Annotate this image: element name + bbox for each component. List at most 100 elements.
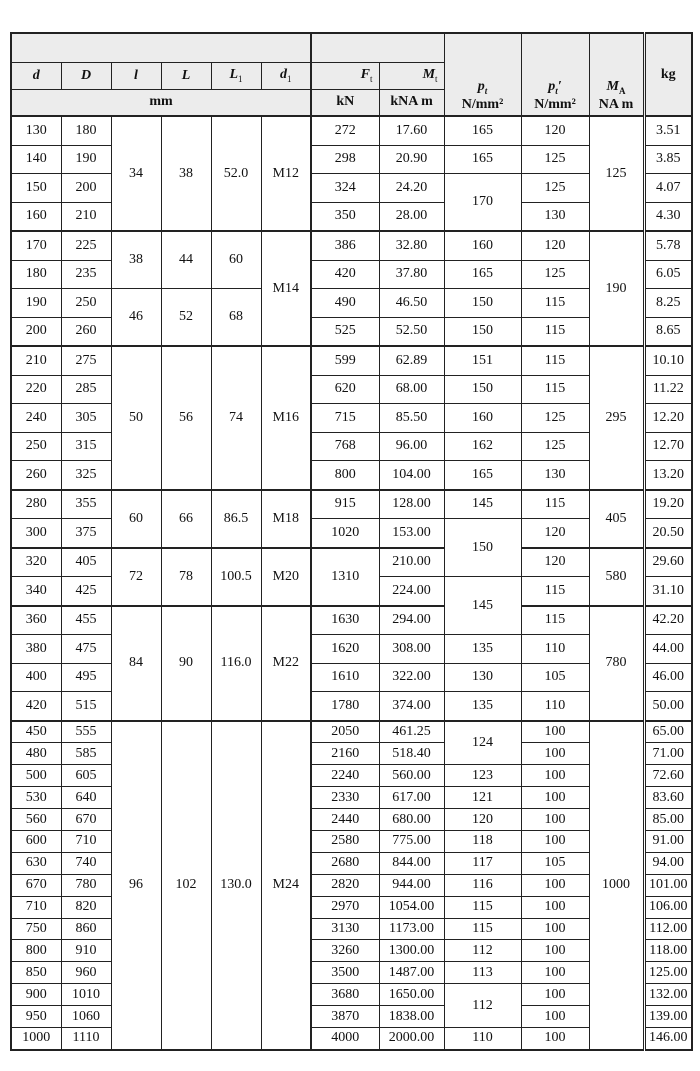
cell-L1: 74 bbox=[210, 345, 262, 490]
cell-d: 260 bbox=[10, 460, 62, 490]
cell-kg: 139.00 bbox=[642, 1005, 693, 1028]
cell-d1: M18 bbox=[260, 489, 312, 548]
cell-Ft: 525 bbox=[310, 316, 380, 347]
cell-D: 260 bbox=[60, 316, 112, 347]
header-unit-mm: mm bbox=[10, 88, 312, 117]
cell-D: 235 bbox=[60, 259, 112, 289]
cell-l: 50 bbox=[110, 345, 162, 490]
pt-sub: t bbox=[484, 86, 488, 96]
cell-kg: 13.20 bbox=[642, 460, 693, 490]
cell-l: 84 bbox=[110, 605, 162, 721]
cell-d: 200 bbox=[10, 316, 62, 347]
cell-d: 220 bbox=[10, 374, 62, 404]
cell-pt: 124 bbox=[443, 719, 522, 766]
cell-Ft: 1310 bbox=[310, 547, 380, 606]
cell-l: 38 bbox=[110, 230, 162, 289]
cell-Mt: 24.20 bbox=[378, 173, 445, 203]
cell-pt-prime: 100 bbox=[520, 917, 590, 941]
header-D: D bbox=[60, 61, 112, 90]
cell-kg: 31.10 bbox=[642, 576, 693, 606]
cell-L1: 86.5 bbox=[210, 489, 262, 548]
cell-Mt: 1054.00 bbox=[378, 895, 445, 919]
cell-Mt: 85.50 bbox=[378, 403, 445, 433]
cell-D: 275 bbox=[60, 345, 112, 376]
cell-d1: M20 bbox=[260, 547, 312, 606]
cell-pt: 145 bbox=[443, 489, 522, 519]
cell-Mt: 617.00 bbox=[378, 786, 445, 810]
cell-Ft: 2680 bbox=[310, 851, 380, 875]
header-group-loads bbox=[310, 32, 445, 63]
d1-symbol: d bbox=[280, 67, 288, 83]
cell-pt-prime: 120 bbox=[520, 518, 590, 548]
cell-kg: 72.60 bbox=[642, 764, 693, 788]
pt2-prime: ′ bbox=[557, 79, 562, 95]
cell-pt-prime: 105 bbox=[520, 851, 590, 875]
cell-pt: 110 bbox=[443, 1026, 522, 1051]
cell-Ft: 3680 bbox=[310, 983, 380, 1007]
cell-d: 630 bbox=[10, 851, 62, 875]
table-row: 160 210 350 28.00 130 4.30 bbox=[10, 201, 693, 232]
cell-d: 600 bbox=[10, 829, 62, 853]
cell-d: 750 bbox=[10, 917, 62, 941]
cell-pt-prime: 120 bbox=[520, 547, 590, 577]
cell-Mt: 680.00 bbox=[378, 808, 445, 831]
cell-d1: M14 bbox=[260, 230, 312, 347]
header-kg: kg bbox=[642, 32, 693, 117]
cell-d: 250 bbox=[10, 431, 62, 461]
cell-d: 180 bbox=[10, 259, 62, 289]
cell-Mt: 1173.00 bbox=[378, 917, 445, 941]
cell-d: 420 bbox=[10, 691, 62, 721]
pt2-symbol: p bbox=[548, 79, 556, 95]
table-row: 220 285 620 68.00 150 115 11.22 bbox=[10, 374, 693, 404]
cell-d: 710 bbox=[10, 895, 62, 919]
cell-pt: 151 bbox=[443, 345, 522, 376]
cell-D: 375 bbox=[60, 518, 112, 548]
cell-Ft: 272 bbox=[310, 115, 380, 146]
cell-pt-prime: 100 bbox=[520, 873, 590, 897]
cell-pt: 112 bbox=[443, 939, 522, 963]
cell-pt-prime: 110 bbox=[520, 634, 590, 664]
cell-d: 300 bbox=[10, 518, 62, 548]
pt-unit: N/mm² bbox=[461, 97, 504, 112]
L1-sub: 1 bbox=[238, 73, 243, 84]
cell-D: 740 bbox=[60, 851, 112, 875]
cell-d: 800 bbox=[10, 939, 62, 963]
table-row: 190 250 46 52 68 490 46.50 150 115 8.25 bbox=[10, 288, 693, 347]
table-row: 140 190 298 20.90 165 125 3.85 bbox=[10, 144, 693, 174]
pt2-sub: t bbox=[555, 86, 558, 96]
cell-D: 1060 bbox=[60, 1005, 112, 1028]
cell-kg: 132.00 bbox=[642, 983, 693, 1007]
cell-pt-prime: 120 bbox=[520, 230, 590, 261]
cell-pt: 150 bbox=[443, 374, 522, 404]
cell-d: 280 bbox=[10, 489, 62, 519]
cell-Ft: 350 bbox=[310, 201, 380, 232]
cell-kg: 4.07 bbox=[642, 173, 693, 203]
cell-kg: 10.10 bbox=[642, 345, 693, 376]
cell-D: 325 bbox=[60, 460, 112, 490]
cell-pt-prime: 100 bbox=[520, 961, 590, 985]
cell-L: 66 bbox=[160, 489, 212, 548]
cell-Ft: 1780 bbox=[310, 691, 380, 721]
cell-d1: M16 bbox=[260, 345, 312, 490]
table-row: 380 475 1620 308.00 135 110 44.00 bbox=[10, 634, 693, 664]
table-row: 600 710 2580 775.00 118 100 91.00 bbox=[10, 829, 693, 853]
cell-kg: 94.00 bbox=[642, 851, 693, 875]
cell-d: 170 bbox=[10, 230, 62, 261]
cell-pt-prime: 125 bbox=[520, 259, 590, 289]
table-row: 900 1010 3680 1650.00 112 100 132.00 bbox=[10, 983, 693, 1028]
cell-Ft: 1610 bbox=[310, 662, 380, 692]
cell-d1: M22 bbox=[260, 605, 312, 721]
table-row: 280 355 60 66 86.5 M18 915 128.00 145 115 405 19.20 bbox=[10, 489, 693, 548]
d1-sub: 1 bbox=[287, 73, 292, 84]
cell-kg: 12.70 bbox=[642, 431, 693, 461]
cell-kg: 12.20 bbox=[642, 403, 693, 433]
cell-pt-prime: 100 bbox=[520, 983, 590, 1007]
table-row: 850 960 3500 1487.00 113 100 125.00 bbox=[10, 961, 693, 985]
cell-pt-prime: 100 bbox=[520, 719, 590, 744]
cell-pt: 113 bbox=[443, 961, 522, 985]
header-d: d bbox=[10, 61, 62, 90]
cell-Ft: 298 bbox=[310, 144, 380, 174]
pt2-unit: N/mm² bbox=[534, 97, 576, 112]
cell-d: 140 bbox=[10, 144, 62, 174]
cell-pt: 145 bbox=[443, 576, 522, 635]
